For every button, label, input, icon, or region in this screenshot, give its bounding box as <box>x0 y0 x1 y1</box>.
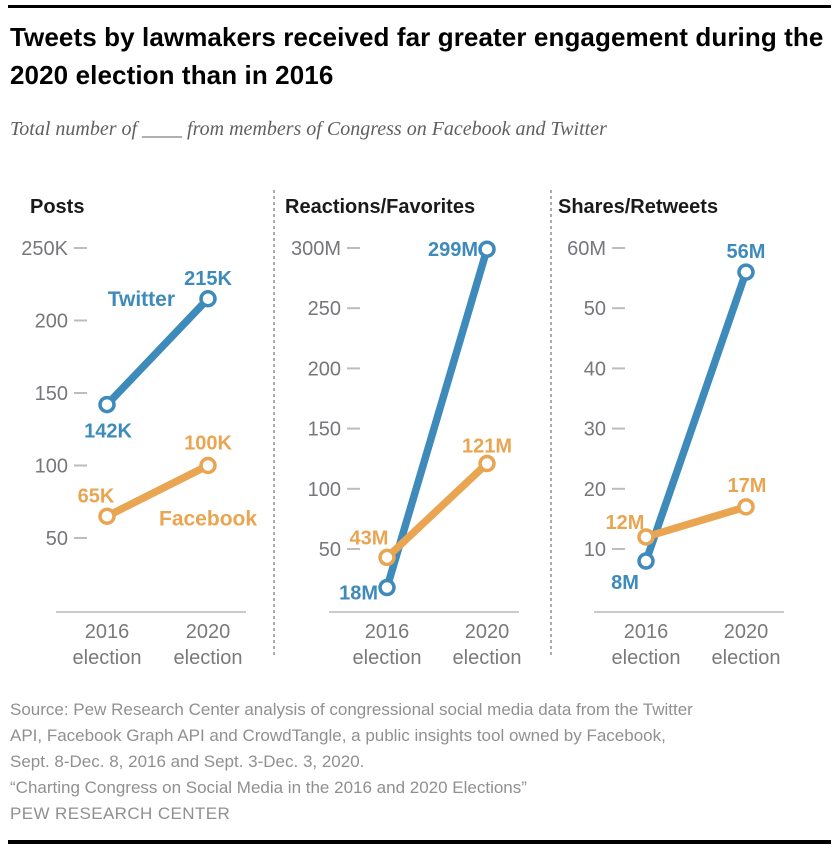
y-tick-label: 200 <box>308 358 341 380</box>
panel-posts: Posts 250K 200 150 100 50 2016 election 2020 ele… <box>8 190 274 690</box>
slope-chart-reactions: 300M 250 200 150 100 50 2016 election 2020 electi… <box>291 238 522 669</box>
x-category-label: election <box>353 647 422 669</box>
panel-title-reactions: Reactions/Favorites <box>285 196 476 218</box>
slope-chart-posts: 250K 200 150 100 50 2016 election 2020 election T… <box>21 238 257 669</box>
value-label: 56M <box>727 241 766 263</box>
panel-separator <box>273 190 275 655</box>
x-category-label: election <box>712 647 781 669</box>
twitter-slope-line <box>642 270 750 563</box>
y-tick-label: 20 <box>584 479 606 501</box>
footer: Source: Pew Research Center analysis of … <box>10 697 826 827</box>
value-label: 100K <box>184 433 232 455</box>
y-tick-label: 50 <box>584 298 606 320</box>
y-tick-label: 30 <box>584 419 606 441</box>
y-tick-label: 50 <box>319 539 341 561</box>
value-label: 8M <box>611 572 639 594</box>
panel-shares-retweets: Shares/Retweets 60M 50 40 30 20 10 2016 electio… <box>546 190 838 690</box>
twitter-slope-line <box>383 248 491 589</box>
value-label: 18M <box>339 583 378 605</box>
x-category-label: election <box>73 647 142 669</box>
x-category-label: election <box>612 647 681 669</box>
value-label: 12M <box>606 512 645 534</box>
value-label: 43M <box>350 527 389 549</box>
twitter-slope-line <box>104 296 211 408</box>
value-label: 17M <box>728 475 767 497</box>
x-category-label: 2016 <box>365 621 410 643</box>
source-note: Source: Pew Research Center analysis of … <box>10 700 693 771</box>
x-category-label: 2016 <box>624 621 669 643</box>
y-tick-label: 50 <box>46 528 68 550</box>
y-tick-label: 300M <box>291 238 341 260</box>
panel-reactions-favorites: Reactions/Favorites 300M 250 200 150 100 50 20… <box>281 190 547 690</box>
panel-title-posts: Posts <box>30 196 85 218</box>
y-tick-label: 60M <box>567 238 606 260</box>
panel-title-shares: Shares/Retweets <box>558 196 719 218</box>
facebook-slope-line <box>644 503 748 541</box>
value-label: 215K <box>184 268 232 290</box>
facebook-data-point <box>199 456 217 475</box>
x-category-label: election <box>174 647 243 669</box>
twitter-series-label: Twitter <box>108 288 175 311</box>
slope-chart-shares: 60M 50 40 30 20 10 2016 election 2020 election 8M 5… <box>567 238 784 669</box>
x-category-label: 2016 <box>85 621 130 643</box>
x-category-label: 2020 <box>724 621 769 643</box>
facebook-slope-line <box>384 460 490 561</box>
twitter-data-point <box>98 395 116 414</box>
panel-separator <box>550 190 552 655</box>
x-category-label: 2020 <box>186 621 231 643</box>
twitter-data-point <box>199 290 217 308</box>
y-tick-label: 100 <box>308 479 341 501</box>
twitter-data-point <box>637 552 655 570</box>
facebook-data-point <box>98 507 116 525</box>
report-citation: “Charting Congress on Social Media in th… <box>10 778 527 797</box>
y-tick-label: 100 <box>35 456 68 478</box>
org-name: PEW RESEARCH CENTER <box>10 804 231 823</box>
twitter-data-point <box>478 240 496 258</box>
y-tick-label: 150 <box>308 419 341 441</box>
twitter-data-point <box>378 578 396 597</box>
value-label: 121M <box>462 436 512 458</box>
facebook-data-point <box>637 528 655 546</box>
y-tick-label: 40 <box>584 358 606 380</box>
chart-area: Posts 250K 200 150 100 50 2016 election 2020 ele… <box>0 190 840 690</box>
facebook-series-label: Facebook <box>159 507 257 530</box>
twitter-data-point <box>737 263 755 281</box>
y-tick-label: 250 <box>308 298 341 320</box>
x-category-label: 2020 <box>465 621 510 643</box>
facebook-slope-line <box>105 462 210 520</box>
y-tick-label: 250K <box>21 238 68 260</box>
y-tick-label: 150 <box>35 383 68 405</box>
value-label: 299M <box>428 239 478 261</box>
y-tick-label: 10 <box>584 539 606 561</box>
value-label: 142K <box>84 421 132 443</box>
value-label: 65K <box>78 485 115 507</box>
y-tick-label: 200 <box>35 311 68 333</box>
facebook-data-point <box>478 454 496 473</box>
facebook-data-point <box>737 498 755 516</box>
facebook-data-point <box>378 548 396 567</box>
top-rule <box>8 5 831 8</box>
chart-subtitle: Total number of ____ from members of Con… <box>10 118 607 140</box>
chart-title: Tweets by lawmakers received far greater… <box>10 22 824 90</box>
x-category-label: election <box>453 647 522 669</box>
bottom-rule <box>8 840 831 844</box>
